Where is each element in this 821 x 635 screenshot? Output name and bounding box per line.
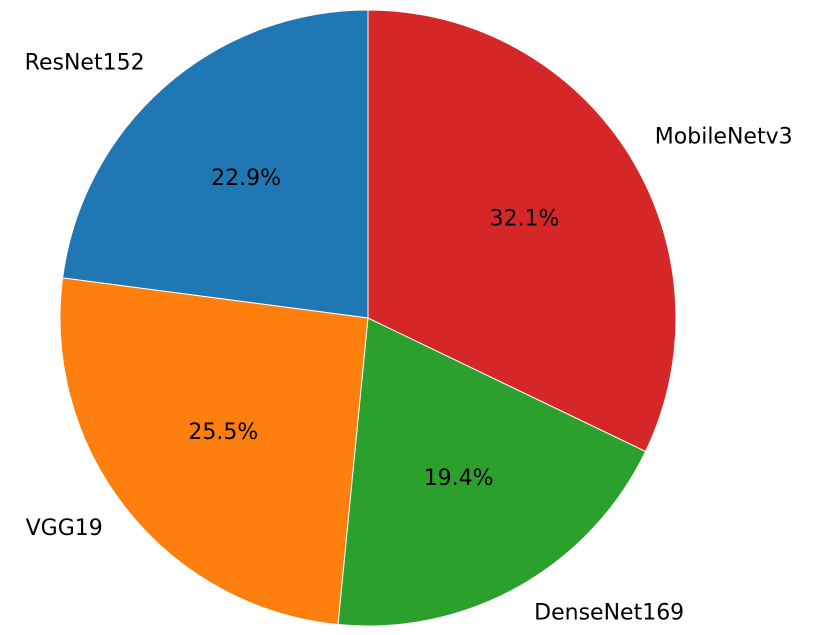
slice-label: MobileNetv3: [655, 125, 793, 150]
value-label: 25.5%: [188, 420, 258, 445]
slice-label: DenseNet169: [534, 600, 684, 625]
slice-label: ResNet152: [25, 50, 145, 75]
value-label: 19.4%: [424, 466, 494, 491]
value-label: 32.1%: [489, 207, 559, 232]
pie-slice: [62, 9, 369, 319]
pie-slice: [367, 9, 677, 453]
pie-slice: [59, 277, 369, 626]
slice-label: VGG19: [26, 516, 103, 541]
value-label: 22.9%: [211, 166, 281, 191]
pie-slice: [337, 317, 647, 627]
